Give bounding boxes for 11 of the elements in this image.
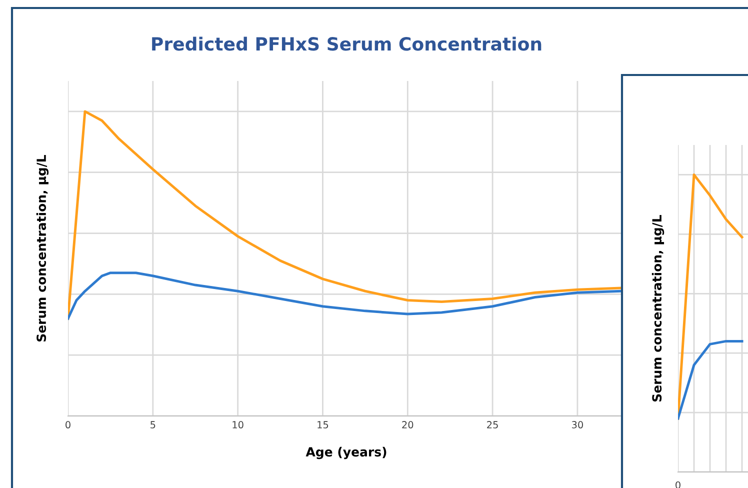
x-tick-label: 15: [318, 421, 328, 428]
x-tick-label: 20: [402, 421, 414, 428]
y-axis-title: Serum concentration, µg/L: [36, 154, 49, 342]
y-axis-title: Serum concentration, µg/L: [652, 214, 664, 402]
x-tick-label: 25: [487, 421, 498, 428]
chart-title: Predicted PFHxS Serum Concentration: [152, 36, 542, 51]
x-tick-label: 0: [66, 421, 70, 428]
x-tick-label: 5: [150, 421, 156, 428]
x-tick-label: 10: [232, 421, 244, 428]
x-axis-title: Age (years): [306, 446, 386, 460]
x-tick-label: 30: [572, 421, 583, 428]
